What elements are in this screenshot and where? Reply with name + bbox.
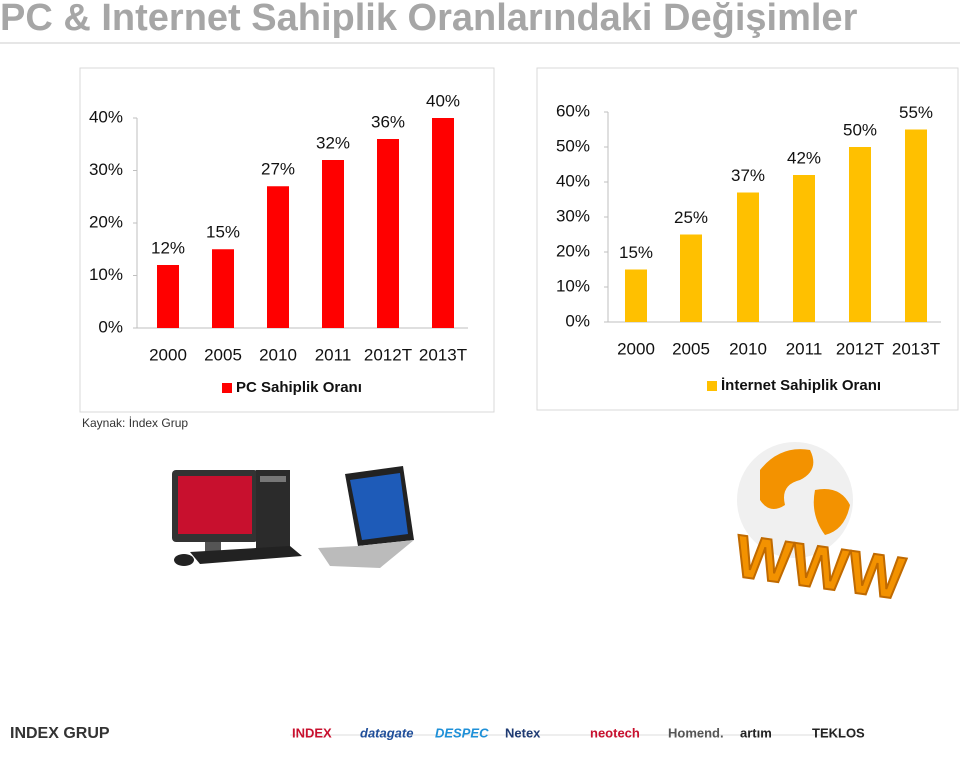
value-label: 25% [674,208,708,227]
logo: INDEX GRUP [10,725,110,742]
y-tick-label: 20% [556,241,590,260]
x-tick-label: 2011 [315,345,352,364]
y-tick-label: 50% [556,136,590,155]
y-tick-label: 10% [89,265,123,284]
value-label: 37% [731,166,765,185]
x-tick-label: 2012T [836,339,884,358]
logo: INDEX [292,725,332,740]
x-tick-label: 2011 [786,339,823,358]
y-tick-label: 40% [556,171,590,190]
x-tick-label: 2005 [204,345,242,364]
value-label: 55% [899,103,933,122]
logo: DESPEC [435,725,489,740]
bar [212,249,234,328]
value-label: 40% [426,91,460,110]
bar [905,129,927,322]
x-tick-label: 2005 [672,339,710,358]
bar [322,160,344,328]
value-label: 50% [843,120,877,139]
y-tick-label: 40% [89,107,123,126]
value-label: 36% [371,112,405,131]
value-label: 15% [206,223,240,242]
x-tick-label: 2010 [259,345,297,364]
y-tick-label: 0% [98,317,123,336]
logo: Homend. [668,725,724,740]
bar [267,186,289,328]
bar [680,234,702,322]
value-label: 32% [316,133,350,152]
logo-strip: INDEX GRUP INDEX datagate DESPEC Netex neotec… [10,725,865,742]
bar [849,147,871,322]
bar [625,269,647,322]
legend-swatch [222,383,232,393]
x-tick-label: 2000 [149,345,187,364]
value-label: 27% [261,160,295,179]
logo: datagate [360,725,413,740]
bar [737,192,759,322]
bar [793,175,815,322]
y-tick-label: 0% [565,311,590,330]
legend-label: PC Sahiplik Oranı [236,379,362,396]
value-label: 15% [619,243,653,262]
x-tick-label: 2013T [419,345,467,364]
bar [377,139,399,328]
y-tick-label: 30% [556,206,590,225]
www-image: WWW [730,442,910,613]
source-note: Kaynak: İndex Grup [82,416,188,430]
bar [432,118,454,328]
x-tick-label: 2000 [617,339,655,358]
slide-title: PC & Internet Sahiplik Oranlarındaki Değ… [0,0,858,39]
y-tick-label: 30% [89,160,123,179]
value-label: 12% [151,238,185,257]
pc-image [172,466,414,568]
x-tick-label: 2010 [729,339,767,358]
logo: Netex [505,725,541,740]
legend-label: İnternet Sahiplik Oranı [721,377,881,394]
legend-swatch [707,381,717,391]
logo: neotech [590,725,640,740]
logo: TEKLOS [812,725,865,740]
logo: artım [740,725,772,740]
value-label: 42% [787,148,821,167]
bar [157,265,179,328]
x-tick-label: 2013T [892,339,940,358]
y-tick-label: 10% [556,276,590,295]
y-tick-label: 60% [556,101,590,120]
x-tick-label: 2012T [364,345,412,364]
y-tick-label: 20% [89,212,123,231]
www-text: WWW [731,522,909,612]
